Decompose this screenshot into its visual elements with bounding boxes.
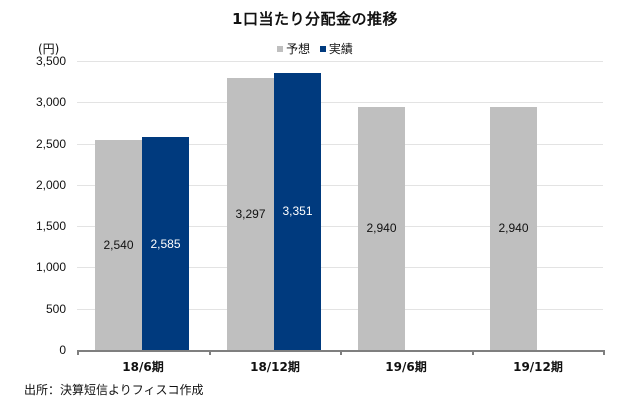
x-category-label: 18/12期 (250, 360, 300, 374)
x-tick (77, 350, 79, 355)
x-category-label: 18/6期 (122, 360, 164, 374)
data-label: 2,540 (103, 237, 134, 252)
y-tick-label: 500 (45, 301, 66, 316)
legend-item-actual: 実績 (319, 40, 353, 57)
data-label: 2,940 (498, 221, 529, 236)
legend-swatch-actual (319, 45, 326, 52)
y-tick-label: 2,000 (35, 177, 66, 192)
bar-forecast: 2,940 (358, 107, 405, 350)
y-tick-label: 3,000 (35, 95, 66, 110)
x-tick (472, 350, 474, 355)
gridline (77, 185, 603, 186)
y-tick-label: 2,500 (35, 136, 66, 151)
x-tick (209, 350, 211, 355)
chart-title: 1口当たり分配金の推移 (232, 10, 398, 28)
legend-swatch-forecast (277, 45, 284, 52)
y-tick-label: 0 (59, 343, 66, 357)
source-note: 出所：決算短信よりフィスコ作成 (24, 383, 204, 397)
bar-actual: 2,585 (142, 137, 189, 350)
legend: 予想 実績 (0, 40, 630, 57)
data-label: 3,297 (235, 207, 266, 222)
legend-item-forecast: 予想 (277, 40, 310, 57)
x-category-label: 19/12期 (513, 360, 563, 374)
gridline (77, 144, 603, 145)
data-label: 3,351 (282, 204, 313, 219)
bar-forecast: 2,540 (95, 140, 142, 350)
x-tick (340, 350, 342, 355)
x-tick (603, 350, 605, 355)
bar-forecast: 2,940 (490, 107, 537, 350)
gridline (77, 226, 603, 227)
gridline (77, 61, 603, 62)
y-tick-label: 1,000 (35, 260, 66, 275)
x-category-label: 19/6期 (385, 360, 427, 374)
legend-label-forecast: 予想 (286, 42, 311, 56)
data-label: 2,585 (150, 236, 181, 251)
y-tick-label: 1,500 (35, 219, 66, 234)
gridline (77, 309, 603, 310)
y-tick-label: 3,500 (35, 54, 66, 68)
data-label: 2,940 (366, 221, 397, 236)
gridline (77, 102, 603, 103)
bar-forecast: 3,297 (227, 78, 274, 350)
gridline (77, 267, 603, 268)
y-axis-unit: (円) (38, 42, 60, 56)
legend-label-actual: 実績 (328, 42, 353, 56)
bar-actual: 3,351 (274, 73, 321, 350)
